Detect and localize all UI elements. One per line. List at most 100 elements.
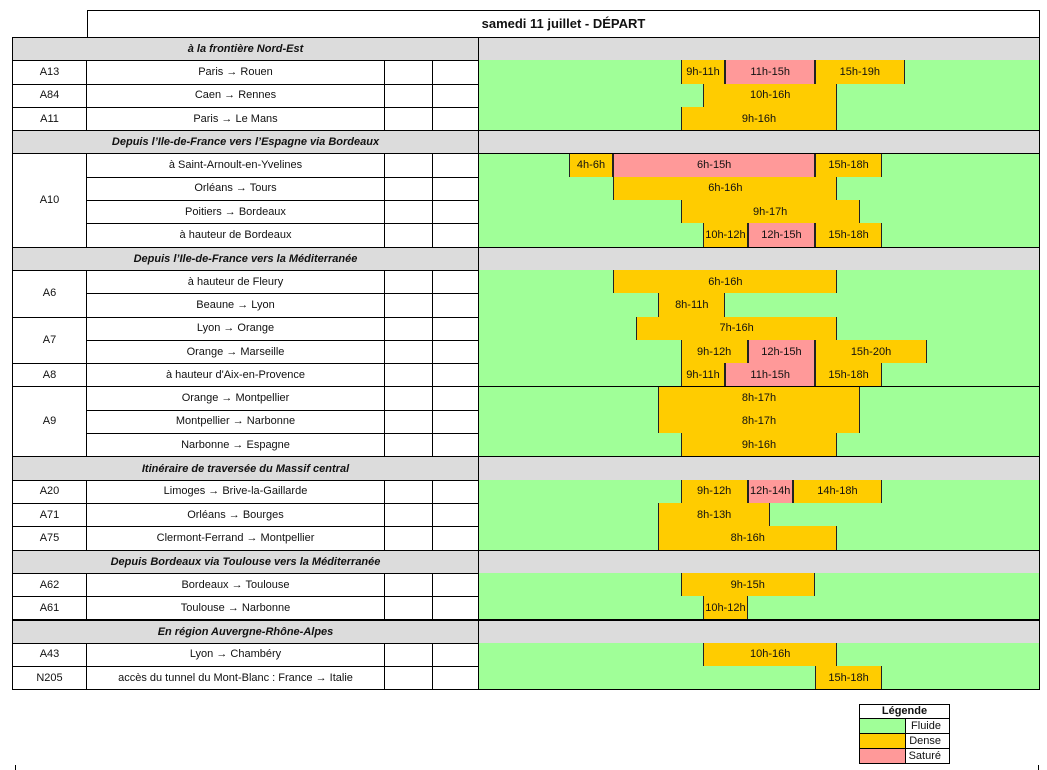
- route-description: à hauteur d'Aix-en-Provence: [87, 363, 385, 388]
- road-number: A10: [12, 153, 87, 248]
- traffic-bar-dense: 8h-11h: [658, 293, 726, 317]
- traffic-bar-dense: 15h-18h: [815, 363, 883, 387]
- route-description: Toulouse → Narbonne: [87, 596, 385, 621]
- traffic-bar-dense: 15h-18h: [815, 153, 883, 177]
- road-number: A6: [12, 270, 87, 318]
- road-number: A8: [12, 363, 87, 388]
- route-description: à hauteur de Fleury: [87, 270, 385, 295]
- traffic-bar-dense: 6h-16h: [613, 270, 838, 294]
- traffic-bar-dense: 9h-16h: [680, 433, 838, 457]
- empty-cell: [385, 666, 433, 691]
- timeline: 9h-16h: [479, 106, 1040, 132]
- empty-cell: [433, 106, 479, 132]
- empty-cell: [385, 526, 433, 551]
- empty-cell: [433, 293, 479, 318]
- empty-cell: [433, 642, 479, 668]
- empty-cell: [385, 433, 433, 458]
- traffic-bar-dense: 4h-6h: [568, 153, 614, 177]
- route-description: accès du tunnel du Mont-Blanc : France →…: [87, 666, 385, 691]
- table-row: Narbonne → Espagne 9h-16h: [12, 433, 1040, 458]
- section-timeline: [479, 246, 1040, 271]
- empty-cell: [433, 316, 479, 341]
- timeline: 9h-17h: [479, 200, 1040, 225]
- table-row: Poitiers → Bordeaux 9h-17h: [12, 200, 1040, 225]
- timeline: 8h-13h: [479, 503, 1040, 528]
- empty-cell: [385, 479, 433, 504]
- route-description: Narbonne → Espagne: [87, 433, 385, 458]
- table-row: Orléans → Bourges 8h-13h: [12, 503, 1040, 528]
- empty-cell: [385, 572, 433, 598]
- road-number: A9: [12, 386, 87, 458]
- table-row: Clermont-Ferrand → Montpellier 8h-16h: [12, 526, 1040, 551]
- section-title: Depuis Bordeaux via Toulouse vers la Méd…: [12, 549, 479, 574]
- traffic-bar-dense: 10h-16h: [703, 83, 838, 107]
- table-row: à hauteur de Bordeaux 10h-12h 12h-15h 15h-1…: [12, 223, 1040, 248]
- road-number: A7: [12, 316, 87, 365]
- route-description: Poitiers → Bordeaux: [87, 200, 385, 225]
- table-row: Lyon → Orange 7h-16h: [12, 316, 1040, 341]
- route-description: Paris → Le Mans: [87, 106, 385, 132]
- traffic-bar-dense: 15h-18h: [815, 666, 883, 690]
- legend-item: Saturé: [860, 749, 949, 763]
- table-row: Lyon → Chambéry 10h-16h: [12, 642, 1040, 668]
- legend-title: Légende: [860, 705, 949, 719]
- section-header: Depuis Bordeaux via Toulouse vers la Méd…: [12, 549, 1040, 574]
- empty-cell: [385, 642, 433, 668]
- legend: Légende Fluide Dense Saturé: [859, 704, 950, 764]
- route-description: Orange → Montpellier: [87, 386, 385, 411]
- traffic-bar-dense: 10h-12h: [703, 223, 748, 247]
- timeline: 9h-11h 11h-15h 15h-18h: [479, 363, 1040, 388]
- table-row: Beaune → Lyon 8h-11h: [12, 293, 1040, 318]
- empty-cell: [433, 572, 479, 598]
- timeline: 10h-16h: [479, 83, 1040, 108]
- section-header: En région Auvergne-Rhône-Alpes: [12, 619, 1040, 644]
- table-row: Bordeaux → Toulouse 9h-15h: [12, 572, 1040, 598]
- route-description: Clermont-Ferrand → Montpellier: [87, 526, 385, 551]
- section-timeline: [479, 37, 1040, 62]
- empty-cell: [433, 526, 479, 551]
- section-timeline: [479, 456, 1040, 481]
- empty-cell: [433, 200, 479, 225]
- section-header: Itinéraire de traversée du Massif centra…: [12, 456, 1040, 481]
- traffic-bar-dense: 15h-19h: [815, 60, 905, 84]
- timeline: 10h-12h: [479, 596, 1040, 621]
- traffic-bar-sature: 12h-15h: [747, 339, 815, 364]
- traffic-bar-dense: 8h-17h: [658, 386, 860, 410]
- traffic-bar-sature: 12h-14h: [747, 479, 793, 503]
- road-number: A62: [12, 572, 87, 598]
- timeline: 8h-17h: [479, 409, 1040, 435]
- traffic-bar-dense: 15h-18h: [815, 223, 883, 247]
- section-title: En région Auvergne-Rhône-Alpes: [12, 619, 479, 644]
- timeline: 6h-16h: [479, 176, 1040, 202]
- traffic-bar-dense: 9h-11h: [680, 363, 726, 387]
- traffic-bar-dense: 9h-12h: [680, 479, 748, 503]
- empty-cell: [385, 409, 433, 435]
- empty-cell: [385, 270, 433, 295]
- section-title: à la frontière Nord-Est: [12, 37, 479, 62]
- empty-cell: [385, 363, 433, 388]
- traffic-bar-dense: 9h-15h: [680, 572, 815, 597]
- route-description: Caen → Rennes: [87, 83, 385, 108]
- empty-cell: [433, 339, 479, 365]
- empty-cell: [433, 223, 479, 248]
- timeline: 9h-11h 11h-15h 15h-19h: [479, 60, 1040, 85]
- road-number: N205: [12, 666, 87, 691]
- section-header: Depuis l’Ile-de-France vers la Méditerra…: [12, 246, 1040, 271]
- timeline: 8h-17h: [479, 386, 1040, 411]
- section-header: Depuis l’Ile-de-France vers l’Espagne vi…: [12, 130, 1040, 155]
- legend-swatch-dense: [860, 734, 906, 748]
- empty-cell: [385, 316, 433, 341]
- road-number: A43: [12, 642, 87, 668]
- empty-cell: [385, 200, 433, 225]
- traffic-bar-dense: 6h-16h: [613, 176, 838, 201]
- traffic-bar-sature: 6h-15h: [613, 153, 815, 177]
- traffic-bar-dense: 15h-20h: [815, 339, 927, 364]
- timeline: 8h-16h: [479, 526, 1040, 551]
- empty-cell: [385, 176, 433, 202]
- empty-cell: [385, 293, 433, 318]
- table-row: à Saint-Arnoult-en-Yvelines 4h-6h 6h-15h 15…: [12, 153, 1040, 178]
- road-number: A20: [12, 479, 87, 504]
- route-description: Paris → Rouen: [87, 60, 385, 85]
- table-row: Paris → Le Mans 9h-16h: [12, 106, 1040, 132]
- timeline: 9h-15h: [479, 572, 1040, 598]
